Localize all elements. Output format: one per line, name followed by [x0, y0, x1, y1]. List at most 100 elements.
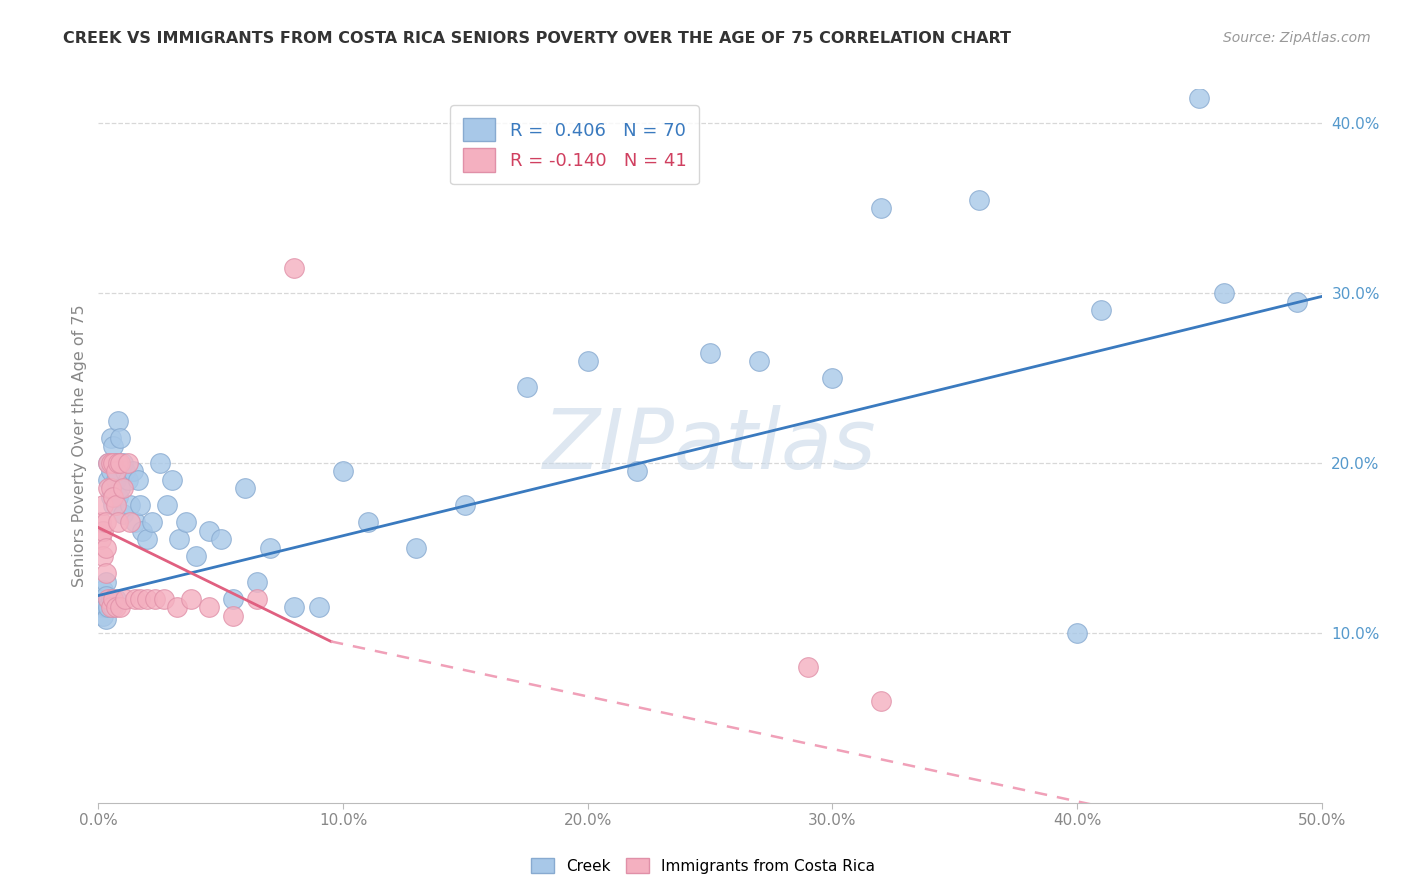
Point: [91, 524, 114, 538]
Point: [101, 600, 124, 615]
Point: [166, 600, 188, 615]
Point: [186, 549, 208, 564]
Point: [104, 591, 127, 606]
Point: [111, 507, 134, 521]
Point: [97, 482, 120, 496]
Point: [94, 541, 117, 555]
Point: [160, 473, 183, 487]
Legend: R =  0.406   N = 70, R = -0.140   N = 41: R = 0.406 N = 70, R = -0.140 N = 41: [450, 105, 699, 185]
Point: [90, 516, 112, 530]
Point: [110, 456, 132, 470]
Point: [101, 490, 124, 504]
Point: [454, 499, 477, 513]
Point: [90, 591, 112, 606]
Point: [114, 591, 136, 606]
Point: [107, 413, 129, 427]
Point: [110, 430, 132, 444]
Point: [100, 600, 122, 615]
Point: [100, 465, 122, 479]
Point: [91, 595, 114, 609]
Point: [104, 473, 127, 487]
Point: [626, 465, 648, 479]
Point: [405, 541, 427, 555]
Point: [222, 591, 245, 606]
Point: [699, 345, 721, 359]
Point: [101, 499, 124, 513]
Point: [233, 482, 256, 496]
Point: [129, 499, 152, 513]
Point: [94, 566, 117, 581]
Point: [90, 533, 112, 547]
Point: [100, 591, 122, 606]
Legend: Creek, Immigrants from Costa Rica: Creek, Immigrants from Costa Rica: [524, 852, 882, 880]
Point: [131, 524, 153, 538]
Point: [111, 482, 134, 496]
Point: [91, 499, 114, 513]
Point: [117, 456, 139, 470]
Point: [129, 591, 152, 606]
Point: [97, 600, 120, 615]
Point: [94, 516, 117, 530]
Point: [120, 516, 142, 530]
Point: [1090, 303, 1112, 318]
Point: [259, 541, 281, 555]
Point: [176, 516, 198, 530]
Point: [107, 490, 129, 504]
Point: [1188, 91, 1211, 105]
Point: [141, 516, 163, 530]
Point: [107, 516, 129, 530]
Point: [101, 591, 124, 606]
Point: [283, 260, 305, 275]
Point: [100, 482, 122, 496]
Point: [136, 591, 159, 606]
Point: [332, 465, 354, 479]
Point: [153, 591, 176, 606]
Point: [94, 612, 117, 626]
Text: Source: ZipAtlas.com: Source: ZipAtlas.com: [1223, 31, 1371, 45]
Point: [136, 533, 159, 547]
Point: [246, 574, 269, 589]
Point: [209, 533, 232, 547]
Point: [121, 465, 143, 479]
Point: [576, 354, 599, 368]
Point: [197, 600, 219, 615]
Point: [149, 456, 172, 470]
Point: [180, 591, 202, 606]
Point: [97, 456, 120, 470]
Point: [94, 574, 117, 589]
Point: [197, 524, 219, 538]
Point: [104, 499, 127, 513]
Point: [104, 456, 127, 470]
Point: [100, 430, 122, 444]
Point: [156, 499, 179, 513]
Point: [1286, 294, 1309, 309]
Point: [1212, 286, 1234, 301]
Point: [143, 591, 166, 606]
Point: [117, 473, 139, 487]
Point: [97, 591, 120, 606]
Point: [107, 456, 129, 470]
Point: [246, 591, 269, 606]
Point: [97, 473, 120, 487]
Point: [90, 600, 112, 615]
Point: [104, 600, 127, 615]
Point: [100, 490, 122, 504]
Point: [97, 456, 120, 470]
Point: [124, 591, 146, 606]
Point: [1066, 626, 1088, 640]
Point: [120, 499, 142, 513]
Point: [797, 660, 820, 674]
Point: [94, 589, 117, 603]
Point: [870, 201, 893, 215]
Point: [127, 473, 149, 487]
Point: [870, 694, 893, 708]
Text: ZIPatlas: ZIPatlas: [543, 406, 877, 486]
Point: [283, 600, 305, 615]
Point: [101, 456, 124, 470]
Point: [100, 456, 122, 470]
Point: [748, 354, 770, 368]
Point: [167, 533, 190, 547]
Point: [104, 465, 127, 479]
Point: [821, 371, 844, 385]
Point: [101, 439, 124, 453]
